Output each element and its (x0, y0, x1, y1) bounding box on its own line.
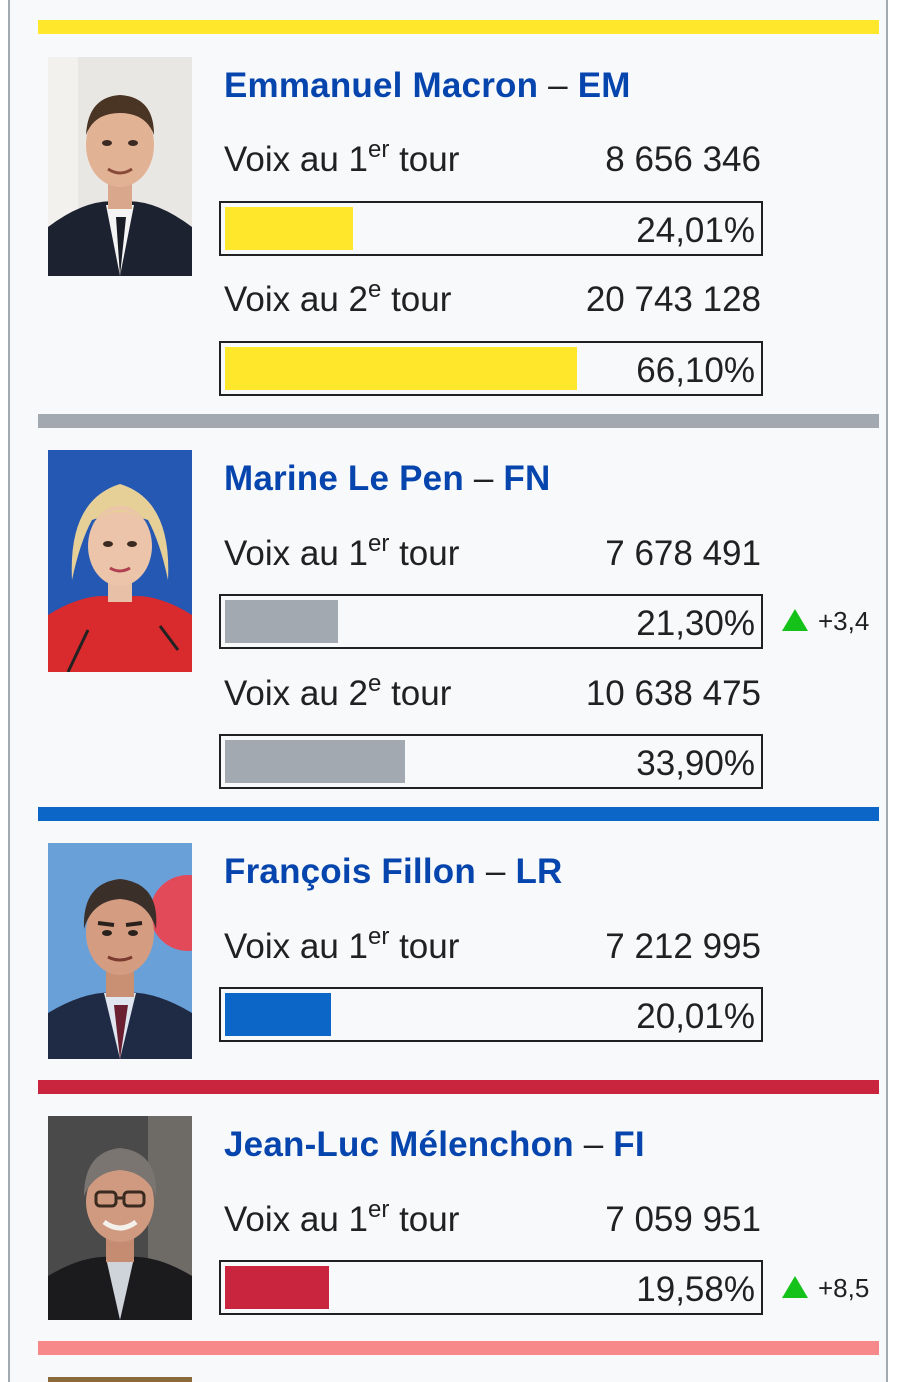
round1-votes: 7 678 491 (605, 534, 761, 573)
party-link[interactable]: FN (503, 459, 551, 498)
round1-percent: 19,58% (636, 1270, 755, 1309)
party-link[interactable]: LR (515, 852, 563, 891)
candidate-name-link[interactable]: Marine Le Pen (224, 459, 464, 498)
candidate-name-link[interactable]: Jean-Luc Mélenchon (224, 1125, 574, 1164)
round1-percent: 21,30% (636, 604, 755, 643)
party-color-bar (38, 20, 879, 34)
name-separator: – (475, 852, 516, 891)
round1-percent-bar: 19,58% (219, 1260, 763, 1315)
candidate-name-link[interactable]: François Fillon (224, 852, 476, 891)
name-separator: – (573, 1125, 614, 1164)
party-color-bar (38, 807, 879, 821)
candidate-card-macron: Emmanuel Macron – EM Voix au 1er tour 8 … (38, 20, 879, 415)
name-separator: – (463, 459, 504, 498)
round1-percent: 24,01% (636, 211, 755, 250)
candidate-name[interactable]: François Fillon – LR (224, 852, 563, 892)
candidate-photo-next[interactable] (48, 1377, 192, 1382)
candidate-photo-le-pen[interactable] (48, 450, 192, 672)
round1-votes: 7 212 995 (605, 927, 761, 966)
round2-percent-bar: 66,10% (219, 341, 763, 396)
round1-bar-fill (225, 600, 338, 643)
candidate-card-fillon: François Fillon – LR Voix au 1er tour 7 … (38, 807, 879, 1082)
round1-label: Voix au 1er tour (224, 136, 460, 179)
party-link[interactable]: FI (613, 1125, 645, 1164)
round2-percent: 66,10% (636, 351, 755, 390)
round2-votes: 20 743 128 (585, 280, 761, 319)
party-link[interactable]: EM (577, 66, 631, 105)
results-panel: Emmanuel Macron – EM Voix au 1er tour 8 … (8, 0, 888, 1382)
candidate-card-next (38, 1341, 879, 1382)
round2-label: Voix au 2e tour (224, 670, 452, 713)
candidate-card-le-pen: Marine Le Pen – FN Voix au 1er tour 7 67… (38, 414, 879, 809)
candidate-name-link[interactable]: Emmanuel Macron (224, 66, 539, 105)
round1-bar-fill (225, 207, 353, 250)
candidate-name[interactable]: Jean-Luc Mélenchon – FI (224, 1125, 645, 1165)
candidate-photo-fillon[interactable] (48, 843, 192, 1059)
round1-label: Voix au 1er tour (224, 1196, 460, 1239)
round1-change: +8,5 (782, 1273, 869, 1304)
round2-bar-fill (225, 347, 577, 390)
round1-change: +3,4 (782, 606, 869, 637)
round1-label: Voix au 1er tour (224, 530, 460, 573)
round2-votes: 10 638 475 (585, 674, 761, 713)
round1-bar-fill (225, 993, 331, 1036)
name-separator: – (538, 66, 578, 105)
party-color-bar (38, 414, 879, 428)
round1-label: Voix au 1er tour (224, 923, 460, 966)
party-color-bar (38, 1341, 879, 1355)
round1-percent-bar: 21,30% (219, 594, 763, 649)
round1-percent-bar: 24,01% (219, 201, 763, 256)
candidate-name[interactable]: Marine Le Pen – FN (224, 459, 550, 499)
round1-votes: 7 059 951 (605, 1200, 761, 1239)
round2-bar-fill (225, 740, 405, 783)
round2-percent: 33,90% (636, 744, 755, 783)
round1-votes: 8 656 346 (605, 140, 761, 179)
up-arrow-icon (782, 1276, 808, 1298)
round1-percent: 20,01% (636, 997, 755, 1036)
round2-label: Voix au 2e tour (224, 276, 452, 319)
candidate-photo-macron[interactable] (48, 57, 192, 276)
up-arrow-icon (782, 609, 808, 631)
candidate-photo-melenchon[interactable] (48, 1116, 192, 1320)
party-color-bar (38, 1080, 879, 1094)
candidate-name[interactable]: Emmanuel Macron – EM (224, 66, 631, 106)
round1-bar-fill (225, 1266, 329, 1309)
candidate-card-melenchon: Jean-Luc Mélenchon – FI Voix au 1er tour… (38, 1080, 879, 1342)
round1-percent-bar: 20,01% (219, 987, 763, 1042)
round2-percent-bar: 33,90% (219, 734, 763, 789)
